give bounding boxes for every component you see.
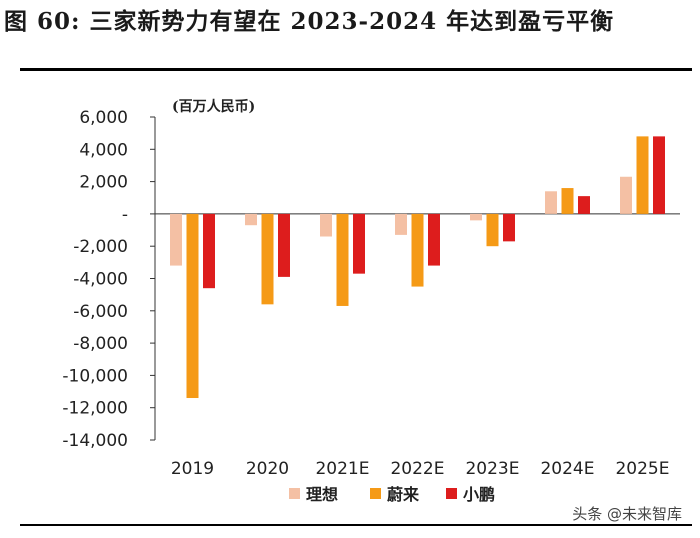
- legend-swatch-理想: [289, 488, 300, 499]
- bar-理想-2020: [245, 213, 257, 226]
- bar-蔚来-2019: [186, 213, 199, 399]
- bar-小鹏-2019: [203, 213, 215, 289]
- bars-layer: [170, 136, 665, 399]
- y-tick-label: -14,000: [62, 431, 128, 451]
- bar-小鹏-2020: [278, 213, 290, 277]
- y-tick-label: -10,000: [62, 366, 128, 386]
- bar-理想-2022E: [395, 213, 407, 235]
- x-tick-label: 2024E: [540, 459, 594, 479]
- legend-label-蔚来: 蔚来: [387, 485, 420, 504]
- y-tick-label: -12,000: [62, 399, 128, 419]
- chart-title: 图 60: 三家新势力有望在 2023-2024 年达到盈亏平衡: [4, 8, 615, 35]
- legend-swatch-蔚来: [370, 488, 381, 499]
- y-tick-label: -4,000: [73, 270, 128, 290]
- bar-蔚来-2021E: [336, 213, 349, 306]
- top-rule: [20, 68, 692, 71]
- bar-理想-2024E: [545, 191, 557, 214]
- axis-layer: (百万人民币) 6,000 4,000 2,000 - -2,000 -4,000 -6,00…: [62, 98, 680, 479]
- bar-小鹏-2021E: [353, 213, 365, 274]
- bar-小鹏-2022E: [428, 213, 440, 266]
- bottom-rule: [20, 524, 692, 526]
- bar-蔚来-2024E: [561, 188, 574, 214]
- y-tick-label: -6,000: [73, 302, 128, 322]
- bar-蔚来-2022E: [411, 213, 424, 287]
- bar-理想-2019: [170, 213, 182, 266]
- y-tick-label: 6,000: [79, 108, 128, 128]
- bar-蔚来-2023E: [486, 213, 499, 247]
- bar-理想-2025E: [620, 176, 632, 214]
- x-tick-label: 2021E: [315, 459, 369, 479]
- y-tick-label: 2,000: [79, 173, 128, 193]
- x-tick-label: 2022E: [390, 459, 444, 479]
- x-tick-label: 2019: [171, 459, 214, 479]
- x-tick-label: 2023E: [465, 459, 519, 479]
- x-tick-label: 2025E: [615, 459, 669, 479]
- y-tick-label: -: [122, 205, 128, 225]
- y-tick-label: 4,000: [79, 140, 128, 160]
- bar-蔚来-2020: [261, 213, 274, 305]
- bar-理想-2021E: [320, 213, 332, 237]
- legend-swatch-小鹏: [446, 488, 457, 499]
- y-axis-unit-label: (百万人民币): [172, 98, 255, 115]
- y-tick-label: -8,000: [73, 334, 128, 354]
- legend: 理想 蔚来 小鹏: [289, 485, 495, 504]
- watermark: 头条 @未来智库: [568, 503, 686, 524]
- bar-理想-2023E: [470, 213, 482, 221]
- legend-label-理想: 理想: [306, 485, 338, 504]
- bar-蔚来-2025E: [636, 136, 649, 214]
- bar-小鹏-2025E: [653, 136, 665, 214]
- y-tick-label: -2,000: [73, 237, 128, 257]
- x-tick-label: 2020: [246, 459, 289, 479]
- bar-小鹏-2023E: [503, 213, 515, 242]
- bar-小鹏-2024E: [578, 196, 590, 214]
- legend-label-小鹏: 小鹏: [463, 485, 495, 504]
